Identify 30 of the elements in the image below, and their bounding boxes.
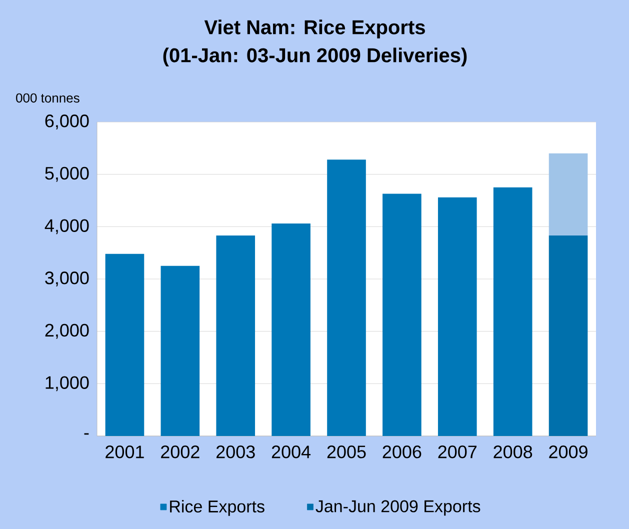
- y-tick-label: 3,000: [45, 272, 89, 286]
- y-tick-label: 5,000: [45, 166, 89, 182]
- chart-title: Viet Nam: Rice Exports (01-Jan: 03-Jun 2009 Deliveries): [163, 20, 467, 66]
- x-tick-label: 2009: [549, 446, 588, 458]
- x-tick-label: 2008: [494, 446, 532, 458]
- bar: [216, 236, 256, 436]
- x-tick-label: 2006: [382, 446, 422, 458]
- bar: [105, 254, 144, 436]
- y-axis-title: 000 tonnes: [16, 93, 80, 103]
- x-tick-label: 2003: [216, 446, 255, 458]
- bar: [438, 197, 477, 436]
- legend-label: Jan-Jun 2009 Exports: [316, 500, 480, 516]
- y-tick-label: -: [84, 433, 89, 435]
- x-tick-label: 2007: [438, 446, 477, 458]
- legend-label: Rice Exports: [170, 500, 264, 516]
- y-tick-label: 2,000: [45, 324, 89, 339]
- x-tick-label: 2004: [272, 446, 311, 458]
- bar: [272, 224, 310, 436]
- bar: [327, 160, 366, 436]
- x-tick-label: 2001: [106, 446, 144, 458]
- x-tick-label: 2005: [327, 446, 366, 458]
- bar: [548, 236, 588, 436]
- bar: [548, 153, 588, 236]
- y-tick-label: 6,000: [45, 114, 89, 130]
- bar: [382, 194, 422, 436]
- x-tick-label: 2002: [161, 446, 200, 458]
- bar: [160, 266, 200, 436]
- bar: [493, 187, 532, 436]
- y-tick-label: 4,000: [44, 219, 89, 234]
- y-tick-label: 1,000: [46, 376, 89, 392]
